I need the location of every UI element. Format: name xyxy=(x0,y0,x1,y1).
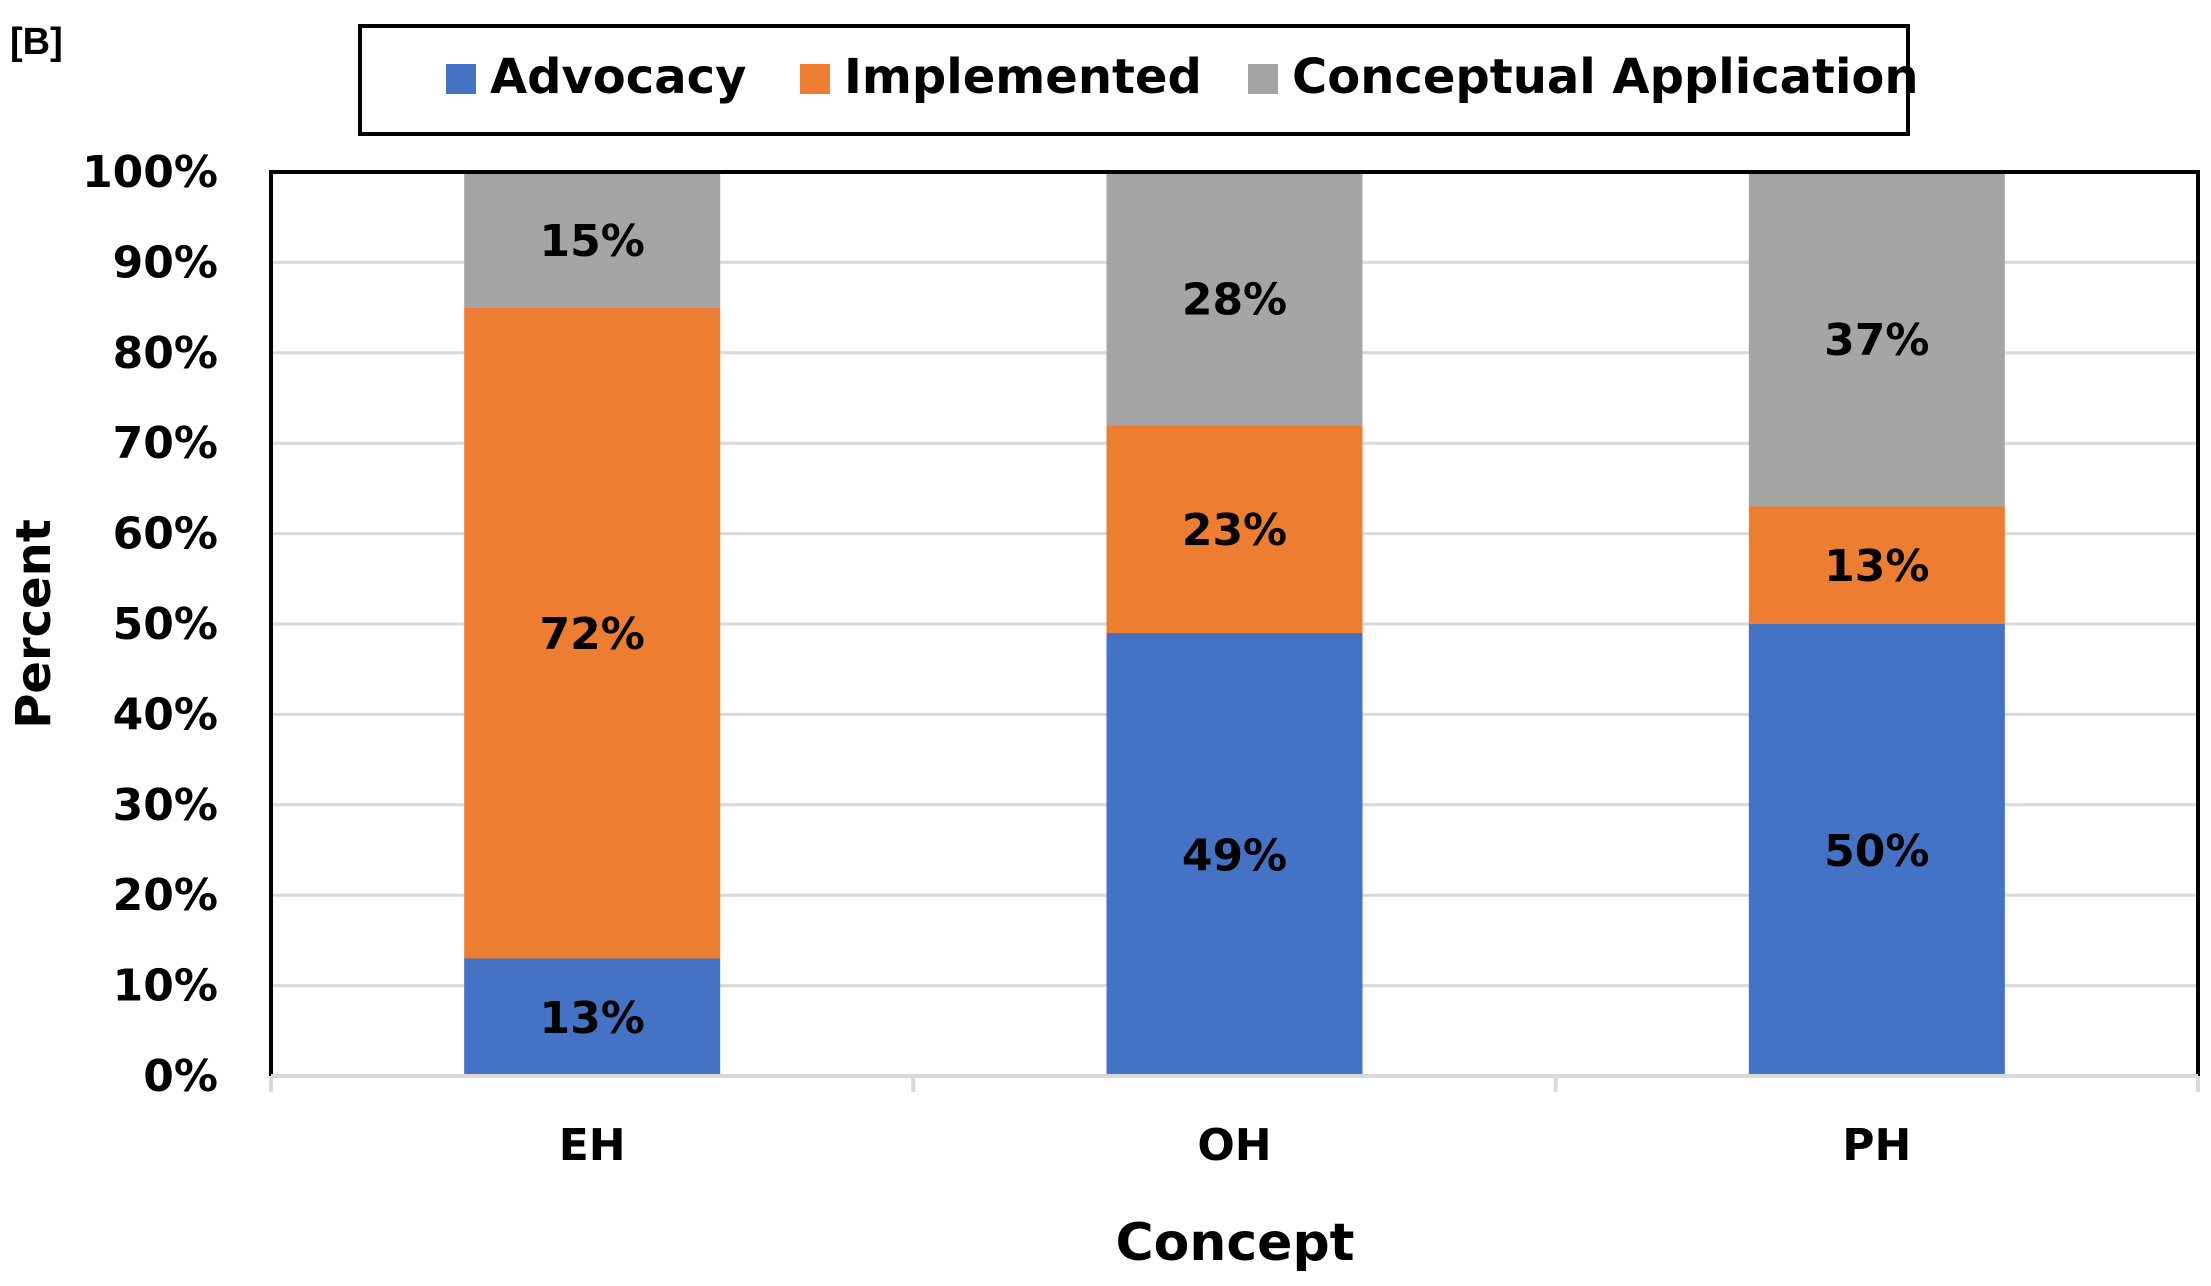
y-tick-label: 20% xyxy=(113,870,218,921)
legend-label: Conceptual Application xyxy=(1292,49,1919,105)
x-tick-label: EH xyxy=(559,1120,626,1171)
bars xyxy=(464,172,2005,1076)
data-label: 15% xyxy=(540,216,645,267)
bar-segment-advocacy xyxy=(1748,624,2005,1076)
legend-swatch xyxy=(1248,64,1278,94)
data-label: 23% xyxy=(1182,505,1287,556)
data-label: 72% xyxy=(540,609,645,660)
y-tick-label: 30% xyxy=(113,780,218,831)
bar-segment-conceptual-application xyxy=(1748,172,2005,507)
bar-segment-conceptual-application xyxy=(464,172,721,308)
y-tick-label: 10% xyxy=(113,961,218,1012)
y-tick-label: 50% xyxy=(113,599,218,650)
bar-segment-implemented xyxy=(1106,425,1363,634)
axes xyxy=(269,170,2200,1092)
data-label: 49% xyxy=(1182,831,1287,882)
y-tick-label: 90% xyxy=(113,237,218,288)
x-tick-label: PH xyxy=(1842,1120,1911,1171)
legend-swatch xyxy=(800,64,830,94)
y-tick-label: 100% xyxy=(82,147,218,198)
data-label: 37% xyxy=(1824,315,1929,366)
legend: Advocacy Implemented Conceptual Applicatio… xyxy=(358,24,1919,136)
data-labels: 13% 72% 15% 49% 23% 28% 50% 13% 37% xyxy=(540,216,1930,1044)
legend-swatch xyxy=(446,64,476,94)
y-tick-label: 70% xyxy=(113,418,218,469)
y-tick-label: 0% xyxy=(143,1051,218,1102)
x-tick-labels: EH OH PH xyxy=(559,1120,1912,1171)
y-axis-title: Percent xyxy=(6,519,62,729)
bar-segment-conceptual-application xyxy=(1106,172,1363,426)
legend-label: Advocacy xyxy=(490,49,746,105)
bar-segment-implemented xyxy=(464,307,721,959)
y-tick-label: 40% xyxy=(113,689,218,740)
y-tick-labels: 0% 10% 20% 30% 40% 50% 60% 70% 80% 90% 100% xyxy=(82,147,218,1102)
bar-segment-advocacy xyxy=(1106,633,1363,1076)
data-label: 50% xyxy=(1824,826,1929,877)
x-axis-title: Concept xyxy=(1115,1213,1354,1273)
data-label: 28% xyxy=(1182,275,1287,326)
x-tick-label: OH xyxy=(1197,1120,1271,1171)
bar-segment-implemented xyxy=(1748,506,2005,624)
y-tick-label: 80% xyxy=(113,328,218,379)
panel-label: [B] xyxy=(10,21,63,63)
legend-label: Implemented xyxy=(844,49,1202,105)
y-tick-label: 60% xyxy=(113,509,218,560)
legend-box xyxy=(358,24,1910,136)
data-label: 13% xyxy=(540,993,645,1044)
bar-segment-advocacy xyxy=(464,958,721,1076)
data-label: 13% xyxy=(1824,541,1929,592)
